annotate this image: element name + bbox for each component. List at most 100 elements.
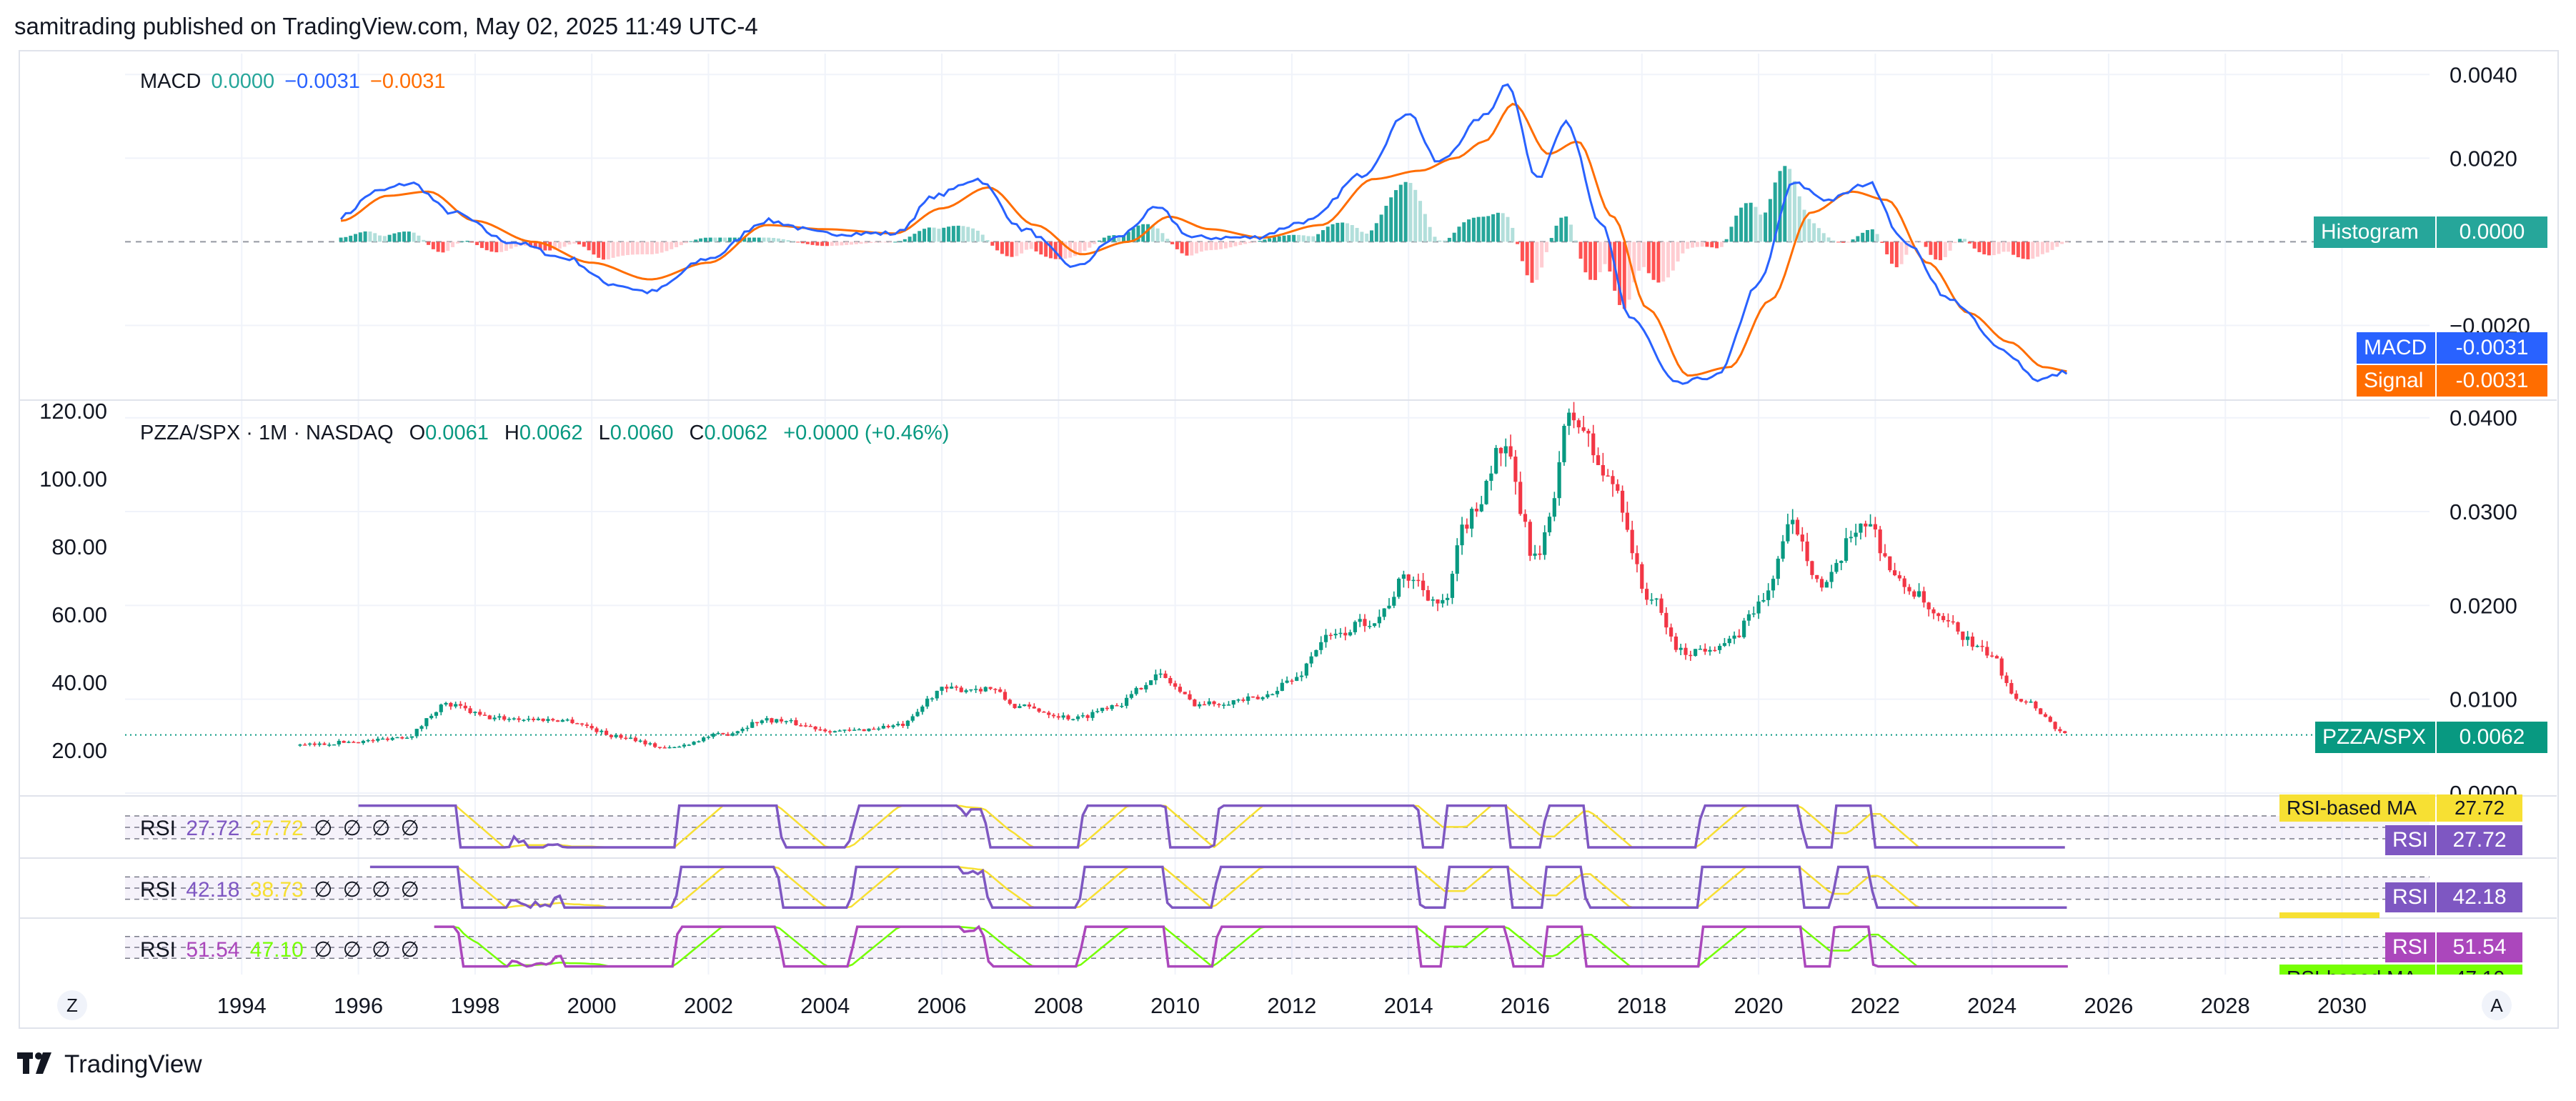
zoom-reset-button[interactable]: Z xyxy=(57,990,87,1020)
macd-histogram-bar xyxy=(1379,214,1383,242)
candle-up xyxy=(1776,558,1780,579)
candle-down xyxy=(1926,602,1931,609)
candle-up xyxy=(512,718,516,719)
candle-up xyxy=(677,746,682,748)
candle-down xyxy=(1042,712,1046,713)
candle-up xyxy=(648,743,652,744)
candle-down xyxy=(1912,591,1916,597)
macd-histogram-bar xyxy=(893,241,897,243)
rsi-legend-1[interactable]: RSI 27.72 27.72 ∅ ∅ ∅ ∅ xyxy=(140,816,424,841)
macd-histogram-bar xyxy=(1967,241,1971,244)
candle-down xyxy=(1961,631,1965,640)
macd-histogram-bar xyxy=(2036,241,2040,257)
macd-histogram-bar xyxy=(1719,241,1724,247)
candle-down xyxy=(1795,519,1800,535)
left-axis-tick: 120.00 xyxy=(39,399,107,424)
macd-histogram-bar xyxy=(791,241,795,242)
macd-histogram-bar xyxy=(606,241,610,260)
macd-histogram-bar xyxy=(1088,241,1092,248)
rsi3-ma: 47.10 xyxy=(249,938,304,962)
macd-histogram-bar xyxy=(684,241,688,244)
candle-down xyxy=(978,689,983,692)
candle-down xyxy=(1528,522,1532,556)
x-tick-label: 2002 xyxy=(684,993,733,1018)
macd-histogram-bar xyxy=(713,237,717,242)
price-axis-tick: 0.0400 xyxy=(2450,406,2517,431)
macd-histogram-bar xyxy=(1622,241,1626,309)
macd-histogram-bar xyxy=(1598,241,1602,273)
macd-histogram-bar xyxy=(1608,241,1612,272)
rsi3-name: RSI xyxy=(140,938,176,962)
rsi3-dot-4: ∅ xyxy=(400,938,419,962)
macd-legend[interactable]: MACD 0.0000 −0.0031 −0.0031 xyxy=(140,70,450,94)
candle-down xyxy=(1193,699,1197,707)
candle-up xyxy=(1198,704,1202,707)
macd-histogram-bar xyxy=(1452,232,1456,242)
candle-up xyxy=(1450,574,1455,598)
candle-up xyxy=(1824,582,1829,588)
candle-down xyxy=(1290,680,1294,682)
macd-histogram-bar xyxy=(1209,241,1213,251)
candle-down xyxy=(385,738,390,740)
candle-up xyxy=(1834,562,1839,572)
rsi-legend-3[interactable]: RSI 51.54 47.10 ∅ ∅ ∅ ∅ xyxy=(140,937,424,962)
candle-down xyxy=(959,687,963,692)
rsi2-ma-bar xyxy=(2279,912,2379,918)
candle-down xyxy=(1241,699,1245,701)
macd-histogram-bar xyxy=(975,230,980,242)
macd-histogram-bar xyxy=(1428,226,1432,242)
candle-down xyxy=(1596,455,1601,465)
macd-histogram-bar xyxy=(1408,183,1413,242)
signal-tag: Signal xyxy=(2357,365,2435,397)
candle-up xyxy=(1708,649,1712,652)
candle-down xyxy=(633,737,637,742)
candle-up xyxy=(915,712,920,717)
candle-up xyxy=(1771,579,1776,591)
macd-histogram-bar xyxy=(2026,241,2030,259)
candle-down xyxy=(1669,627,1674,637)
candle-up xyxy=(1766,590,1771,600)
candle-down xyxy=(1168,677,1173,684)
footer-brand[interactable]: TradingView xyxy=(17,1050,202,1079)
candle-up xyxy=(332,744,337,746)
candle-up xyxy=(950,687,954,689)
macd-histogram-bar xyxy=(1549,238,1553,242)
macd-histogram-bar xyxy=(543,241,547,251)
candle-up xyxy=(381,738,385,740)
candle-up xyxy=(317,743,322,745)
auto-scale-button[interactable]: A xyxy=(2482,990,2512,1020)
macd-histogram-bar xyxy=(966,226,970,242)
candle-up xyxy=(1061,715,1065,718)
candle-up xyxy=(424,718,429,727)
legend-open: 0.0061 xyxy=(425,422,489,444)
candle-down xyxy=(1703,649,1707,652)
candle-up xyxy=(1966,636,1970,640)
macd-histogram-bar xyxy=(951,226,955,242)
candle-down xyxy=(502,716,507,720)
macd-histogram-bar xyxy=(1924,241,1928,247)
candle-down xyxy=(1508,446,1513,457)
candle-down xyxy=(1250,696,1255,698)
macd-histogram-bar xyxy=(810,241,815,245)
candle-up xyxy=(789,719,793,722)
symbol-legend[interactable]: PZZA/SPX · 1M · NASDAQ O0.0061 H0.0062 L… xyxy=(140,422,953,445)
x-tick-label: 2020 xyxy=(1734,993,1784,1018)
candle-down xyxy=(1066,715,1070,719)
x-tick-label: 2024 xyxy=(1967,993,2016,1018)
x-tick-label: 2008 xyxy=(1034,993,1083,1018)
macd-histogram-bar xyxy=(1083,241,1087,251)
candle-up xyxy=(682,744,687,747)
candle-down xyxy=(1343,632,1348,636)
rsi-legend-2[interactable]: RSI 42.18 38.73 ∅ ∅ ∅ ∅ xyxy=(140,877,424,902)
macd-histogram-bar xyxy=(567,241,572,245)
macd-histogram-bar xyxy=(1724,239,1729,242)
macd-histogram-bar xyxy=(1389,197,1393,242)
candle-down xyxy=(1202,704,1207,706)
macd-histogram-bar xyxy=(1141,224,1145,242)
rsi3-dot-2: ∅ xyxy=(342,938,362,962)
x-tick-label: 2014 xyxy=(1384,993,1433,1018)
macd-histogram-bar xyxy=(1020,241,1024,254)
macd-histogram-bar xyxy=(1768,199,1772,242)
signal-value-tag: -0.0031 xyxy=(2437,365,2547,397)
